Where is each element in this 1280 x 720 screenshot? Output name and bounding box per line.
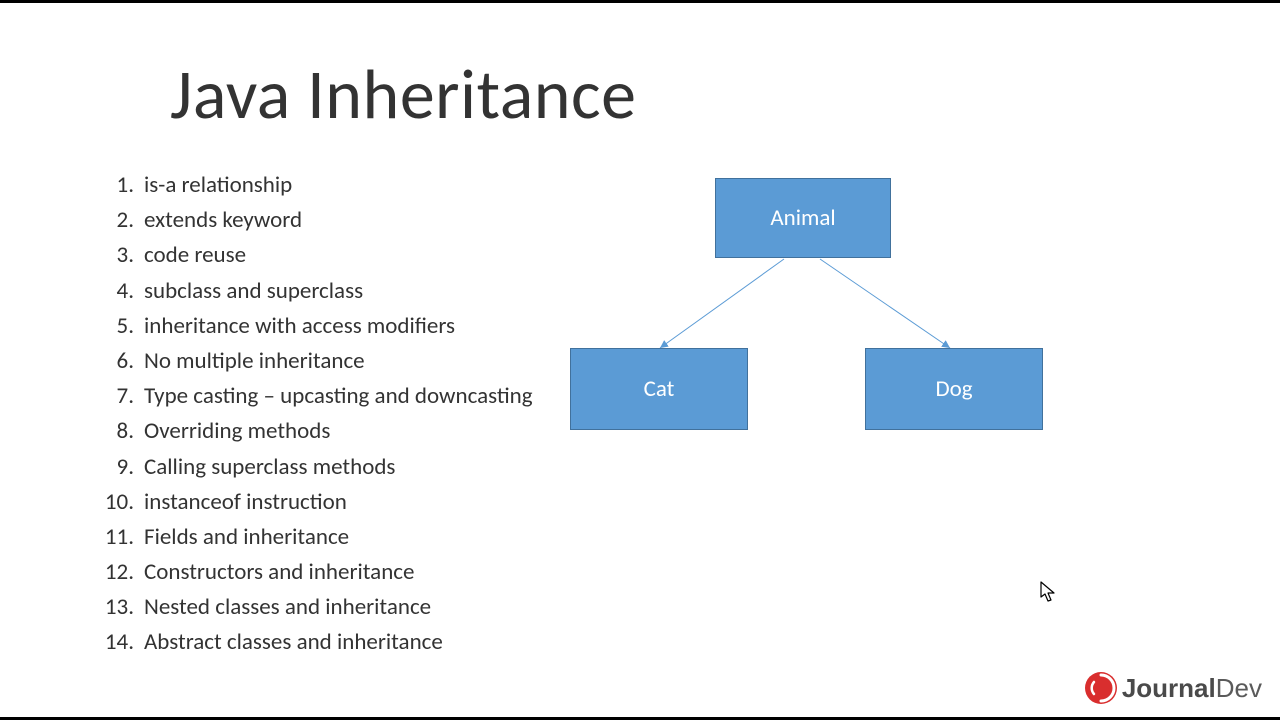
list-item: 2. extends keyword [92, 206, 533, 234]
list-item-label: No multiple inheritance [144, 347, 365, 375]
page-title: Java Inheritance [170, 51, 636, 137]
diagram-edge [820, 259, 950, 348]
list-item-label: inheritance with access modifiers [144, 312, 455, 340]
logo-text-light: Dev [1216, 673, 1262, 704]
list-item-number: 14. [92, 628, 134, 656]
list-item-number: 6. [92, 347, 134, 375]
list-item-number: 13. [92, 593, 134, 621]
list-item-label: instanceof instruction [144, 488, 347, 516]
list-item: 8. Overriding methods [92, 417, 533, 445]
list-item-number: 9. [92, 453, 134, 481]
list-item: 13. Nested classes and inheritance [92, 593, 533, 621]
list-item-number: 5. [92, 312, 134, 340]
list-item-number: 7. [92, 382, 134, 410]
list-item-number: 1. [92, 171, 134, 199]
cursor-icon [1040, 581, 1058, 603]
slide: Java Inheritance 1. is-a relationship 2. ex… [0, 3, 1280, 717]
list-item: 5. inheritance with access modifiers [92, 312, 533, 340]
list-item: 10. instanceof instruction [92, 488, 533, 516]
diagram-node-dog: Dog [865, 348, 1043, 430]
list-item-label: Fields and inheritance [144, 523, 349, 551]
list-item: 12. Constructors and inheritance [92, 558, 533, 586]
list-item: 11. Fields and inheritance [92, 523, 533, 551]
list-item-number: 3. [92, 241, 134, 269]
list-item-label: Type casting – upcasting and downcasting [144, 382, 533, 410]
list-item-label: extends keyword [144, 206, 302, 234]
list-item-number: 4. [92, 277, 134, 305]
list-item: 7. Type casting – upcasting and downcasti… [92, 382, 533, 410]
list-item: 6. No multiple inheritance [92, 347, 533, 375]
list-item-number: 10. [92, 488, 134, 516]
list-item-label: code reuse [144, 241, 246, 269]
list-item-label: is-a relationship [144, 171, 292, 199]
list-item-label: Calling superclass methods [144, 453, 395, 481]
inheritance-diagram: Animal Cat Dog [560, 173, 1060, 443]
logo-text-bold: Journal [1122, 673, 1216, 704]
diagram-node-animal: Animal [715, 178, 891, 258]
list-item-number: 2. [92, 206, 134, 234]
list-item-label: Constructors and inheritance [144, 558, 414, 586]
list-item-number: 11. [92, 523, 134, 551]
list-item: 3. code reuse [92, 241, 533, 269]
diagram-edge [660, 259, 784, 348]
diagram-node-cat: Cat [570, 348, 748, 430]
list-item-number: 8. [92, 417, 134, 445]
logo-icon [1084, 671, 1118, 705]
list-item-label: Overriding methods [144, 417, 330, 445]
topic-list: 1. is-a relationship 2. extends keyword 3. co… [92, 171, 533, 664]
list-item: 4. subclass and superclass [92, 277, 533, 305]
list-item: 1. is-a relationship [92, 171, 533, 199]
journaldev-logo: JournalDev [1084, 671, 1262, 705]
list-item: 14. Abstract classes and inheritance [92, 628, 533, 656]
list-item: 9. Calling superclass methods [92, 453, 533, 481]
list-item-label: Nested classes and inheritance [144, 593, 431, 621]
list-item-number: 12. [92, 558, 134, 586]
list-item-label: Abstract classes and inheritance [144, 628, 443, 656]
list-item-label: subclass and superclass [144, 277, 363, 305]
